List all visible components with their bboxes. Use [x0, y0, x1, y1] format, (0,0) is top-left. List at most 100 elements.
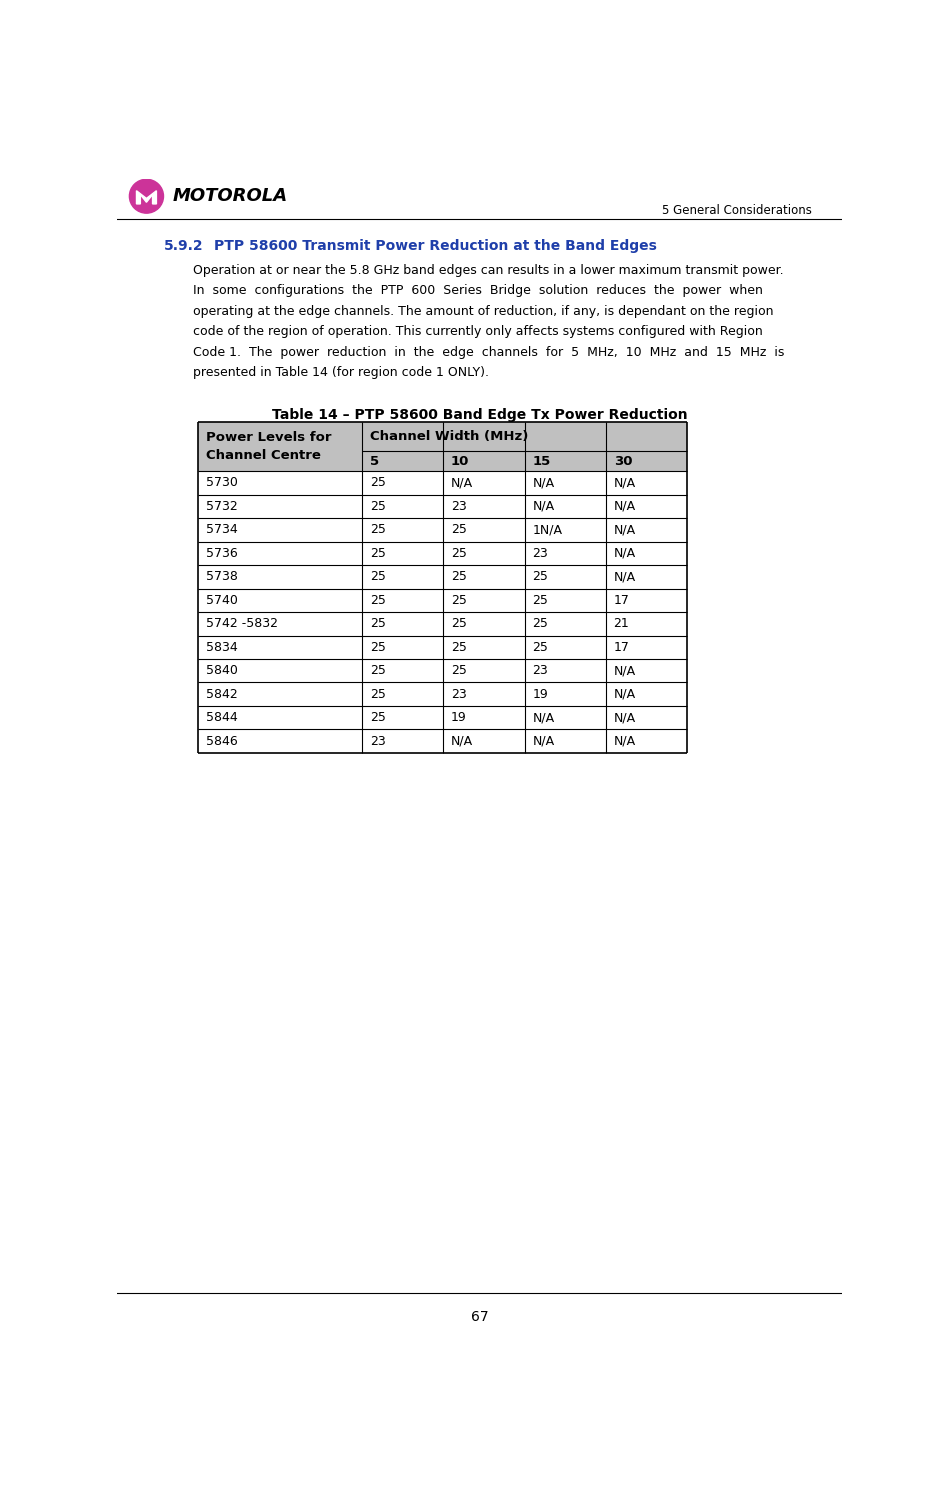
Bar — [524, 495, 606, 518]
Text: 25: 25 — [370, 617, 386, 630]
Text: 5730: 5730 — [206, 477, 238, 490]
Bar — [198, 518, 362, 541]
Bar — [524, 729, 606, 753]
Text: 21: 21 — [614, 617, 629, 630]
Text: 23: 23 — [533, 665, 548, 677]
Text: 25: 25 — [370, 711, 386, 725]
Text: 5742 -5832: 5742 -5832 — [206, 617, 278, 630]
Text: 25: 25 — [533, 593, 548, 607]
Text: 10: 10 — [451, 454, 469, 468]
Text: N/A: N/A — [533, 477, 554, 490]
Text: code of the region of operation. This currently only affects systems configured : code of the region of operation. This cu… — [193, 326, 763, 338]
Bar — [198, 421, 362, 471]
Bar — [606, 635, 687, 659]
Text: 67: 67 — [471, 1310, 489, 1324]
Text: 25: 25 — [451, 617, 467, 630]
Bar — [606, 589, 687, 613]
Bar — [444, 635, 524, 659]
Bar — [362, 451, 444, 471]
Text: Code 1.  The  power  reduction  in  the  edge  channels  for  5  MHz,  10  MHz  : Code 1. The power reduction in the edge … — [193, 345, 784, 359]
Text: PTP 58600 Transmit Power Reduction at the Band Edges: PTP 58600 Transmit Power Reduction at th… — [213, 239, 657, 254]
Bar — [362, 495, 444, 518]
Bar — [198, 683, 362, 707]
Text: 25: 25 — [370, 687, 386, 701]
Bar — [444, 683, 524, 707]
Text: 17: 17 — [614, 641, 629, 654]
Bar — [362, 729, 444, 753]
Text: 30: 30 — [614, 454, 632, 468]
Bar — [198, 495, 362, 518]
Bar — [444, 589, 524, 613]
Bar — [362, 421, 687, 451]
Bar — [444, 518, 524, 541]
Bar — [362, 613, 444, 635]
Bar — [444, 565, 524, 589]
Text: N/A: N/A — [614, 547, 636, 560]
Text: N/A: N/A — [614, 711, 636, 725]
Bar — [198, 729, 362, 753]
Text: 25: 25 — [370, 500, 386, 512]
Bar — [362, 659, 444, 683]
Text: 5842: 5842 — [206, 687, 238, 701]
Text: 23: 23 — [370, 735, 386, 747]
Bar — [524, 451, 606, 471]
Text: Table 14 – PTP 58600 Band Edge Tx Power Reduction: Table 14 – PTP 58600 Band Edge Tx Power … — [271, 408, 688, 421]
Bar — [606, 565, 687, 589]
Text: 5: 5 — [370, 454, 379, 468]
Circle shape — [129, 179, 164, 214]
Text: 25: 25 — [451, 571, 467, 583]
Text: 17: 17 — [614, 593, 629, 607]
Text: 5736: 5736 — [206, 547, 238, 560]
Bar — [444, 707, 524, 729]
Bar — [524, 613, 606, 635]
Bar — [606, 613, 687, 635]
Text: N/A: N/A — [451, 735, 473, 747]
Bar — [444, 451, 524, 471]
Text: 5738: 5738 — [206, 571, 238, 583]
Bar — [444, 495, 524, 518]
Text: 5840: 5840 — [206, 665, 238, 677]
Bar — [524, 707, 606, 729]
Bar — [606, 729, 687, 753]
Bar — [606, 495, 687, 518]
Bar — [198, 565, 362, 589]
Bar — [362, 518, 444, 541]
Bar — [198, 707, 362, 729]
Bar — [606, 707, 687, 729]
Text: 25: 25 — [533, 617, 548, 630]
Bar — [362, 471, 444, 495]
Text: 5844: 5844 — [206, 711, 238, 725]
Text: operating at the edge channels. The amount of reduction, if any, is dependant on: operating at the edge channels. The amou… — [193, 305, 773, 318]
Bar — [444, 471, 524, 495]
Text: 25: 25 — [451, 593, 467, 607]
Text: N/A: N/A — [614, 665, 636, 677]
Text: In  some  configurations  the  PTP  600  Series  Bridge  solution  reduces  the : In some configurations the PTP 600 Serie… — [193, 284, 763, 297]
Bar — [606, 541, 687, 565]
Text: N/A: N/A — [614, 477, 636, 490]
Bar — [524, 471, 606, 495]
Bar — [198, 589, 362, 613]
Bar — [198, 635, 362, 659]
Text: Power Levels for
Channel Centre: Power Levels for Channel Centre — [206, 430, 331, 462]
Bar — [524, 659, 606, 683]
Bar — [198, 471, 362, 495]
Text: 25: 25 — [451, 665, 467, 677]
Text: 25: 25 — [370, 641, 386, 654]
Text: N/A: N/A — [533, 500, 554, 512]
Text: N/A: N/A — [614, 523, 636, 536]
Bar — [362, 541, 444, 565]
Polygon shape — [137, 191, 156, 203]
Text: presented in Table 14 (for region code 1 ONLY).: presented in Table 14 (for region code 1… — [193, 366, 489, 379]
Text: 23: 23 — [533, 547, 548, 560]
Text: 25: 25 — [451, 547, 467, 560]
Text: 23: 23 — [451, 500, 467, 512]
Text: MOTOROLA: MOTOROLA — [173, 187, 288, 205]
Bar — [198, 659, 362, 683]
Bar — [444, 541, 524, 565]
Bar — [362, 565, 444, 589]
Text: 25: 25 — [451, 523, 467, 536]
Bar — [362, 589, 444, 613]
Bar — [606, 683, 687, 707]
Bar — [524, 518, 606, 541]
Text: 25: 25 — [533, 641, 548, 654]
